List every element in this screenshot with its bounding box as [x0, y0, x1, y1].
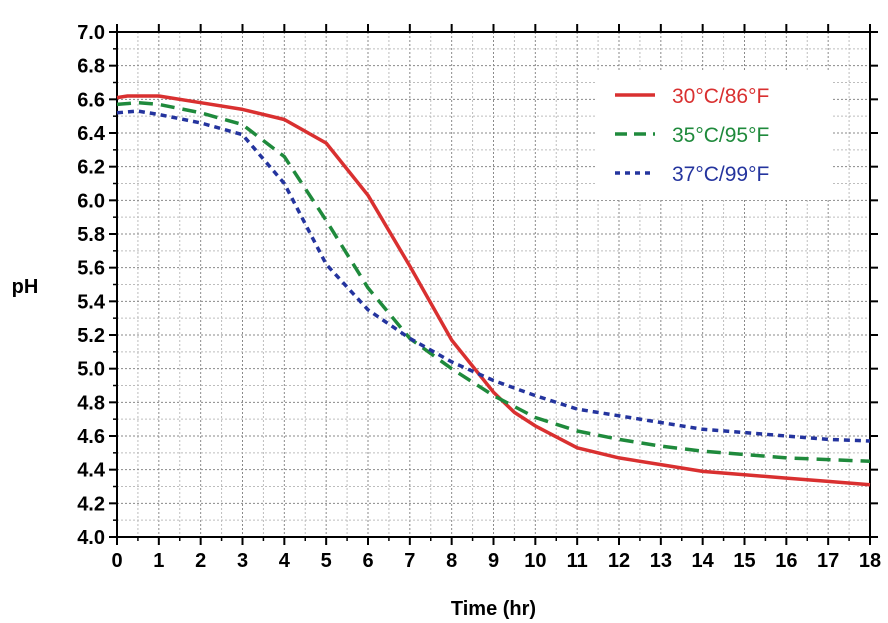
y-tick-label: 4.4	[77, 460, 106, 482]
x-tick-label: 0	[111, 550, 122, 572]
legend-label-3: 37°C/99°F	[672, 163, 769, 186]
x-tick-label: 17	[817, 550, 839, 572]
x-tick-label: 8	[446, 550, 457, 572]
x-tick-label: 4	[279, 550, 291, 572]
y-tick-label: 4.6	[77, 426, 105, 448]
x-tick-label: 16	[775, 550, 797, 572]
x-axis-label: Time (hr)	[451, 598, 536, 620]
x-tick-label: 15	[733, 550, 755, 572]
legend: 30°C/86°F 35°C/95°F 37°C/99°F	[597, 70, 833, 200]
x-tick-label: 12	[608, 550, 630, 572]
y-tick-label: 6.8	[77, 56, 105, 78]
x-tick-label: 10	[524, 550, 546, 572]
x-tick-label: 18	[859, 550, 881, 572]
y-tick-label: 4.0	[77, 527, 105, 549]
y-tick-label: 6.4	[77, 123, 106, 145]
legend-label-1: 30°C/86°F	[672, 85, 769, 108]
series-line-3	[116, 109, 871, 443]
x-tick-labels: 0 1 2 3 4 5 6 7 8 9 10 11 12 13 14 15 16 17 18	[111, 550, 881, 572]
y-axis-label: pH	[12, 276, 39, 298]
y-tick-label: 5.4	[77, 291, 106, 313]
y-tick-label: 6.2	[77, 157, 105, 179]
y-tick-label: 4.2	[77, 493, 105, 515]
y-tick-label: 5.0	[77, 359, 105, 381]
x-tick-label: 11	[567, 550, 588, 572]
y-tick-label: 5.8	[77, 224, 105, 246]
y-tick-label: 5.6	[77, 258, 105, 280]
y-tick-label: 7.0	[77, 22, 105, 44]
x-tick-label: 14	[692, 550, 715, 572]
legend-label-2: 35°C/95°F	[672, 124, 769, 147]
x-tick-label: 13	[650, 550, 672, 572]
x-tick-label: 3	[237, 550, 248, 572]
x-tick-label: 6	[362, 550, 373, 572]
y-tick-label: 6.0	[77, 190, 105, 212]
y-tick-label: 6.6	[77, 89, 105, 111]
x-tick-label: 9	[488, 550, 499, 572]
y-tick-label: 5.2	[77, 325, 105, 347]
series-line-2	[116, 100, 871, 464]
series-lines	[116, 94, 871, 487]
x-tick-label: 2	[195, 550, 206, 572]
y-tick-label: 4.8	[77, 392, 105, 414]
series-line-1	[116, 94, 871, 487]
x-tick-label: 1	[153, 550, 164, 572]
x-tick-label: 7	[404, 550, 415, 572]
tick-marks	[109, 24, 878, 545]
x-tick-label: 5	[321, 550, 332, 572]
y-tick-labels: 4.0 4.2 4.4 4.6 4.8 5.0 5.2 5.4 5.6 5.8 6.0 6.2 6.4 6…	[77, 22, 106, 549]
